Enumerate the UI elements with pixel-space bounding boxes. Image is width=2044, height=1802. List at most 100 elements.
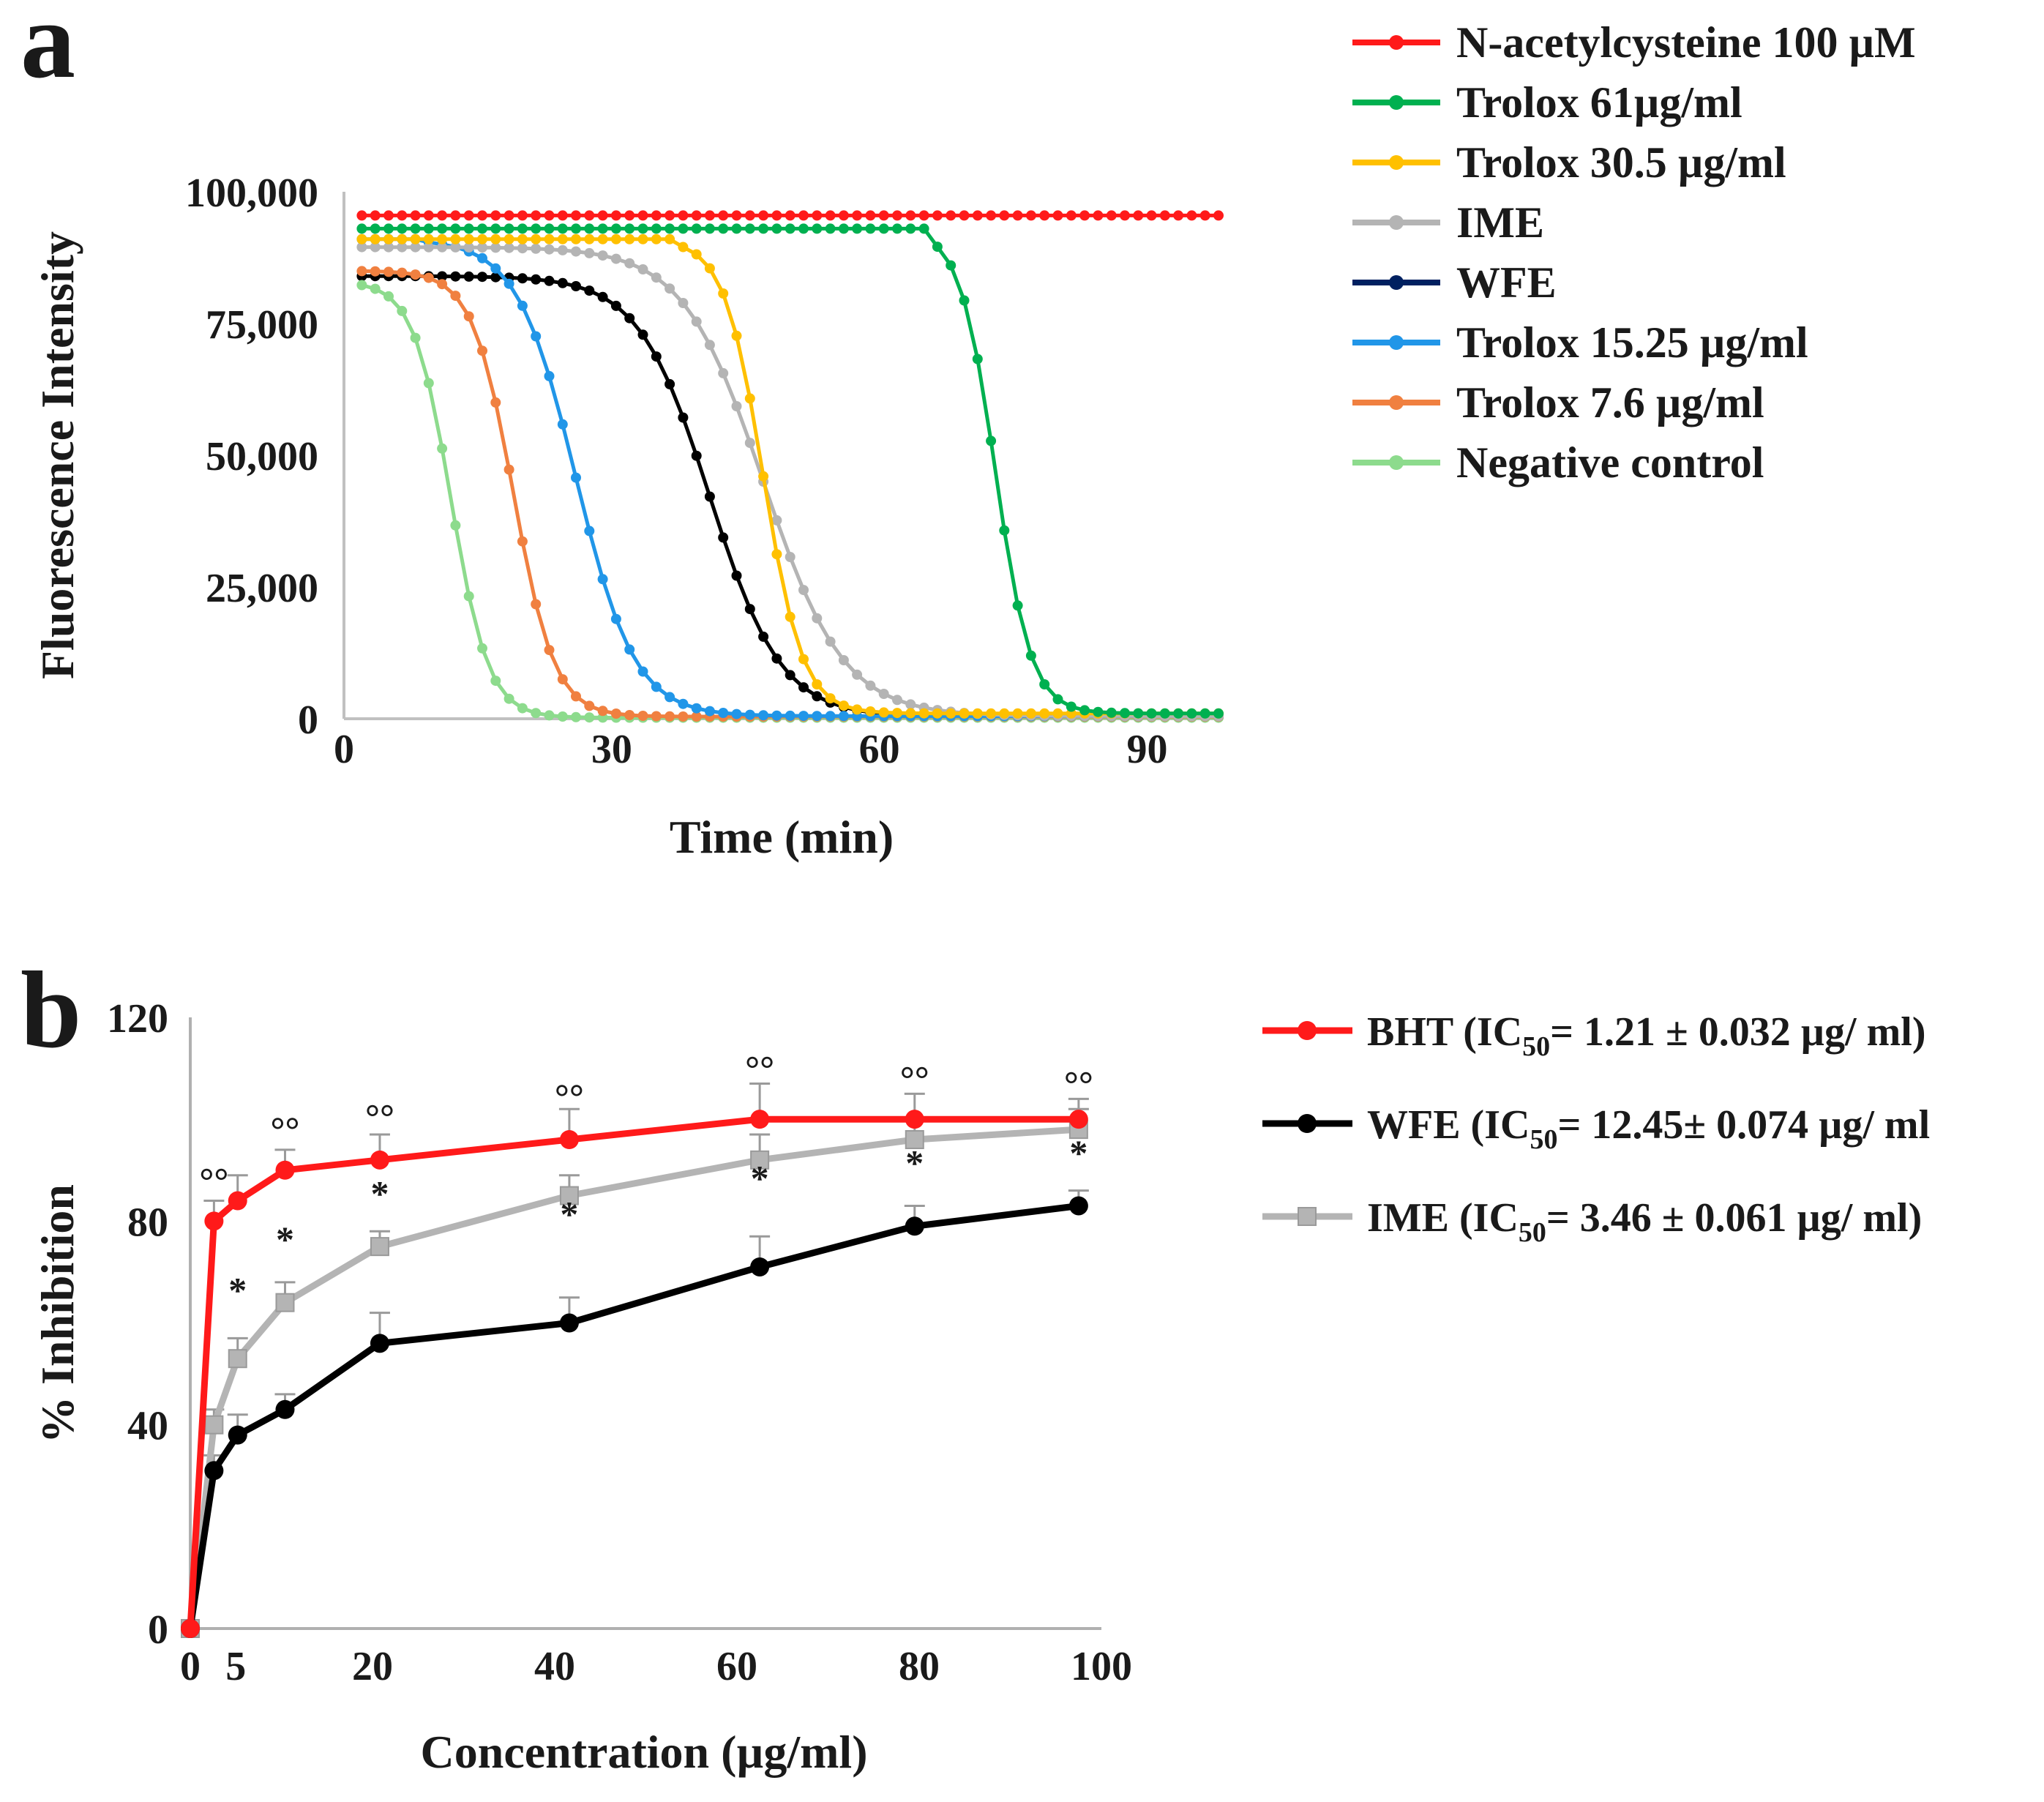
series-line [362, 237, 1218, 718]
data-point [477, 345, 487, 356]
data-point [704, 491, 715, 502]
data-point [750, 1150, 770, 1170]
data-point [905, 1216, 924, 1236]
panel-b-y-tick-label: 0 [148, 1607, 168, 1653]
data-point [731, 330, 742, 341]
data-point [852, 669, 863, 680]
data-point [838, 223, 849, 234]
data-point [785, 210, 795, 221]
data-point [972, 210, 983, 221]
data-point [1052, 210, 1063, 221]
data-point [678, 298, 689, 308]
data-point [477, 223, 487, 234]
data-point [678, 412, 689, 423]
data-point [852, 223, 863, 234]
data-point [718, 708, 729, 718]
data-point [544, 370, 555, 381]
panel-b-y-tick-label: 80 [127, 1200, 168, 1245]
data-point [825, 210, 836, 221]
data-point [1146, 210, 1157, 221]
data-point [557, 674, 568, 685]
data-point [665, 233, 675, 244]
data-point [584, 233, 595, 244]
data-point [678, 210, 689, 221]
data-point [812, 691, 823, 702]
panel-b-y-ticks: 0 40 80 120 [107, 996, 168, 1653]
data-point [812, 613, 823, 624]
data-point [637, 210, 648, 221]
legend-label: WFE [1456, 258, 1557, 307]
data-point [691, 223, 702, 234]
data-point [771, 515, 782, 526]
data-point [450, 520, 461, 531]
data-point [610, 709, 621, 719]
legend-label: Negative control [1456, 438, 1764, 487]
data-point [665, 692, 675, 703]
data-point [1079, 705, 1090, 716]
data-point [892, 695, 902, 706]
data-point [383, 266, 394, 277]
data-point [731, 401, 742, 411]
data-point [571, 233, 581, 244]
data-point [637, 666, 648, 677]
data-point [437, 271, 448, 282]
data-point [477, 253, 487, 263]
data-point [1066, 210, 1077, 221]
data-point [228, 1191, 247, 1211]
data-point [437, 210, 448, 221]
legend-label-prefix: BHT (IC [1367, 1009, 1522, 1055]
data-point [503, 693, 514, 704]
data-point [1039, 210, 1050, 221]
data-point [584, 247, 595, 258]
panel-a-label: a [20, 0, 75, 101]
data-point [610, 223, 621, 234]
legend-item-wfe: WFE (IC50= 12.45± 0.074 µg/ ml [1262, 1102, 1930, 1155]
data-point [744, 393, 755, 404]
data-point [559, 1186, 579, 1205]
data-point [704, 210, 715, 221]
data-point [610, 300, 621, 311]
data-point [356, 266, 367, 277]
data-point [838, 655, 849, 665]
data-point [423, 242, 434, 253]
data-point [665, 223, 675, 234]
panel-b-x-tick-label: 0 [180, 1644, 201, 1689]
data-point [437, 279, 448, 290]
data-point [1093, 706, 1104, 717]
data-point [999, 210, 1010, 221]
data-point [571, 691, 581, 702]
data-point [423, 272, 434, 283]
data-point [704, 263, 715, 274]
panel-a-y-tick-label: 100,000 [185, 171, 318, 216]
legend-label: Trolox 61µg/ml [1456, 78, 1742, 127]
series-line [362, 237, 1218, 716]
series-line [362, 274, 1218, 719]
data-point [450, 233, 461, 244]
data-point [918, 708, 929, 719]
significance-mark: °° [555, 1076, 584, 1117]
data-point [718, 288, 729, 299]
data-point [571, 246, 581, 257]
data-point [437, 242, 448, 253]
data-point [1079, 210, 1090, 221]
data-point [517, 233, 528, 244]
legend-label-prefix: WFE (IC [1367, 1102, 1530, 1148]
data-point [228, 1425, 247, 1445]
panel-a-y-tick-label: 0 [298, 698, 318, 743]
data-point [437, 443, 448, 454]
data-point [758, 471, 769, 482]
data-point [651, 223, 662, 234]
data-point [665, 283, 675, 294]
data-point [852, 210, 863, 221]
panel-a-y-tick-label: 25,000 [206, 566, 318, 611]
data-point [731, 210, 742, 221]
data-point [812, 210, 823, 221]
data-point [410, 210, 421, 221]
data-point [812, 711, 823, 722]
data-point [744, 438, 755, 449]
data-point [181, 1619, 200, 1638]
data-point [410, 332, 421, 343]
data-point [571, 472, 581, 483]
data-point [750, 1110, 770, 1129]
data-point [557, 277, 568, 288]
